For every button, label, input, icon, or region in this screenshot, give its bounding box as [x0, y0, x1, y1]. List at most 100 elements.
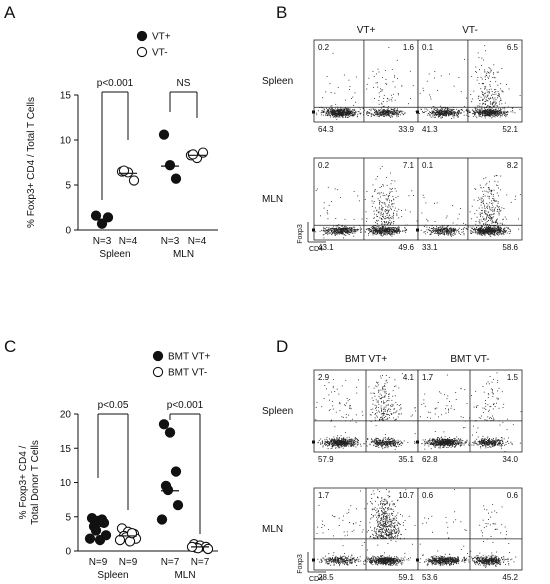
- event-dot: [479, 230, 480, 232]
- event-dot: [438, 113, 440, 115]
- event-dot: [470, 233, 472, 234]
- event-dot: [398, 230, 399, 231]
- event-dot: [331, 107, 333, 109]
- event-dot: [372, 234, 374, 236]
- event-dot: [498, 93, 500, 95]
- event-dot: [493, 93, 495, 95]
- event-dot: [387, 98, 389, 100]
- event-dot: [320, 112, 322, 114]
- event-dot: [393, 231, 395, 233]
- event-dot: [346, 445, 347, 447]
- quadrant-ur: 6.5: [507, 43, 519, 52]
- event-dot: [353, 108, 355, 110]
- event-dot: [504, 228, 506, 230]
- event-dot: [367, 115, 369, 117]
- event-dot: [337, 231, 339, 232]
- event-dot: [494, 231, 496, 233]
- event-dot: [389, 191, 391, 193]
- event-dot: [330, 111, 332, 113]
- event-dot: [488, 188, 490, 190]
- event-dot: [441, 225, 443, 227]
- event-dot: [455, 112, 457, 114]
- event-dot: [342, 439, 344, 441]
- event-dot: [327, 111, 329, 113]
- event-dot: [450, 232, 452, 234]
- event-dot: [349, 228, 351, 230]
- event-dot: [398, 115, 399, 117]
- event-dot: [397, 196, 399, 198]
- event-dot: [488, 198, 490, 200]
- event-dot: [438, 111, 440, 112]
- event-dot: [347, 108, 349, 110]
- event-dot: [346, 228, 348, 230]
- event-dot: [380, 231, 381, 233]
- event-dot: [497, 181, 499, 183]
- event-dot: [351, 115, 353, 117]
- event-dot: [349, 231, 351, 233]
- event-dot: [329, 109, 331, 111]
- event-dot: [329, 229, 331, 231]
- event-dot: [477, 200, 479, 201]
- event-dot: [496, 111, 498, 113]
- event-dot: [340, 232, 342, 234]
- event-dot: [482, 230, 484, 232]
- event-dot: [343, 439, 344, 441]
- event-dot: [470, 230, 472, 232]
- event-dot: [397, 228, 399, 230]
- event-dot: [444, 111, 446, 113]
- event-dot: [394, 114, 396, 115]
- event-dot: [493, 199, 495, 201]
- event-dot: [378, 229, 380, 231]
- event-dot: [500, 97, 501, 99]
- event-dot: [494, 210, 495, 212]
- event-dot: [393, 228, 395, 230]
- event-dot: [404, 112, 406, 114]
- event-dot: [393, 114, 395, 116]
- event-dot: [501, 91, 503, 93]
- event-dot: [495, 111, 497, 113]
- event-dot: [427, 114, 429, 116]
- event-dot: [504, 216, 506, 218]
- event-dot: [325, 111, 327, 113]
- event-dot: [389, 110, 391, 112]
- event-dot: [347, 110, 348, 112]
- event-dot: [386, 111, 388, 113]
- event-dot: [492, 225, 494, 227]
- event-dot: [351, 439, 353, 441]
- event-dot: [501, 207, 503, 209]
- event-dot: [354, 232, 356, 234]
- event-dot: [378, 443, 380, 445]
- event-dot: [449, 233, 451, 235]
- event-dot: [462, 231, 464, 233]
- event-dot: [446, 113, 448, 115]
- event-dot: [389, 229, 390, 231]
- event-dot: [342, 116, 344, 118]
- event-dot: [385, 222, 387, 223]
- event-dot: [450, 234, 452, 236]
- event-dot: [455, 229, 457, 231]
- event-dot: [344, 442, 346, 444]
- event-dot: [365, 228, 367, 230]
- quadrant-ll: 43.1: [318, 243, 334, 252]
- event-dot: [483, 114, 485, 116]
- event-dot: [341, 445, 343, 447]
- event-dot: [330, 229, 331, 231]
- event-dot: [519, 194, 521, 196]
- event-dot: [473, 111, 475, 113]
- event-dot: [379, 232, 381, 234]
- event-dot: [424, 231, 426, 232]
- event-dot: [367, 111, 369, 113]
- event-dot: [478, 207, 480, 209]
- event-dot: [392, 112, 394, 114]
- event-dot: [474, 229, 476, 231]
- event-dot: [427, 109, 429, 111]
- event-dot: [414, 442, 416, 444]
- event-dot: [518, 228, 520, 230]
- event-dot: [482, 232, 484, 234]
- event-dot: [488, 72, 490, 74]
- event-dot: [500, 230, 502, 232]
- event-dot: [433, 110, 434, 112]
- cd4-axis-label: CD4: [309, 246, 323, 253]
- event-dot: [482, 231, 484, 233]
- event-dot: [344, 439, 346, 441]
